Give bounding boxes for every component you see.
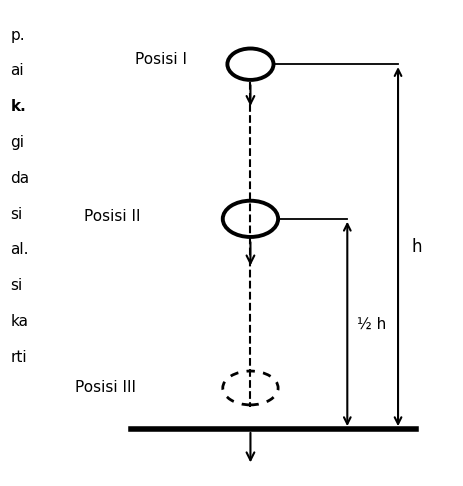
Text: ½ h: ½ h: [356, 316, 385, 331]
Text: p.: p.: [11, 28, 25, 43]
Text: gi: gi: [11, 135, 25, 150]
Text: ai: ai: [11, 64, 24, 78]
Text: Posisi III: Posisi III: [75, 381, 136, 396]
Text: si: si: [11, 207, 23, 222]
Text: h: h: [411, 238, 421, 256]
Text: k.: k.: [11, 99, 26, 114]
Text: da: da: [11, 171, 30, 186]
Text: rti: rti: [11, 349, 27, 364]
Text: al.: al.: [11, 242, 29, 257]
Text: ka: ka: [11, 314, 29, 329]
Text: si: si: [11, 278, 23, 293]
Text: Posisi II: Posisi II: [84, 209, 141, 224]
Text: Posisi I: Posisi I: [135, 52, 187, 67]
